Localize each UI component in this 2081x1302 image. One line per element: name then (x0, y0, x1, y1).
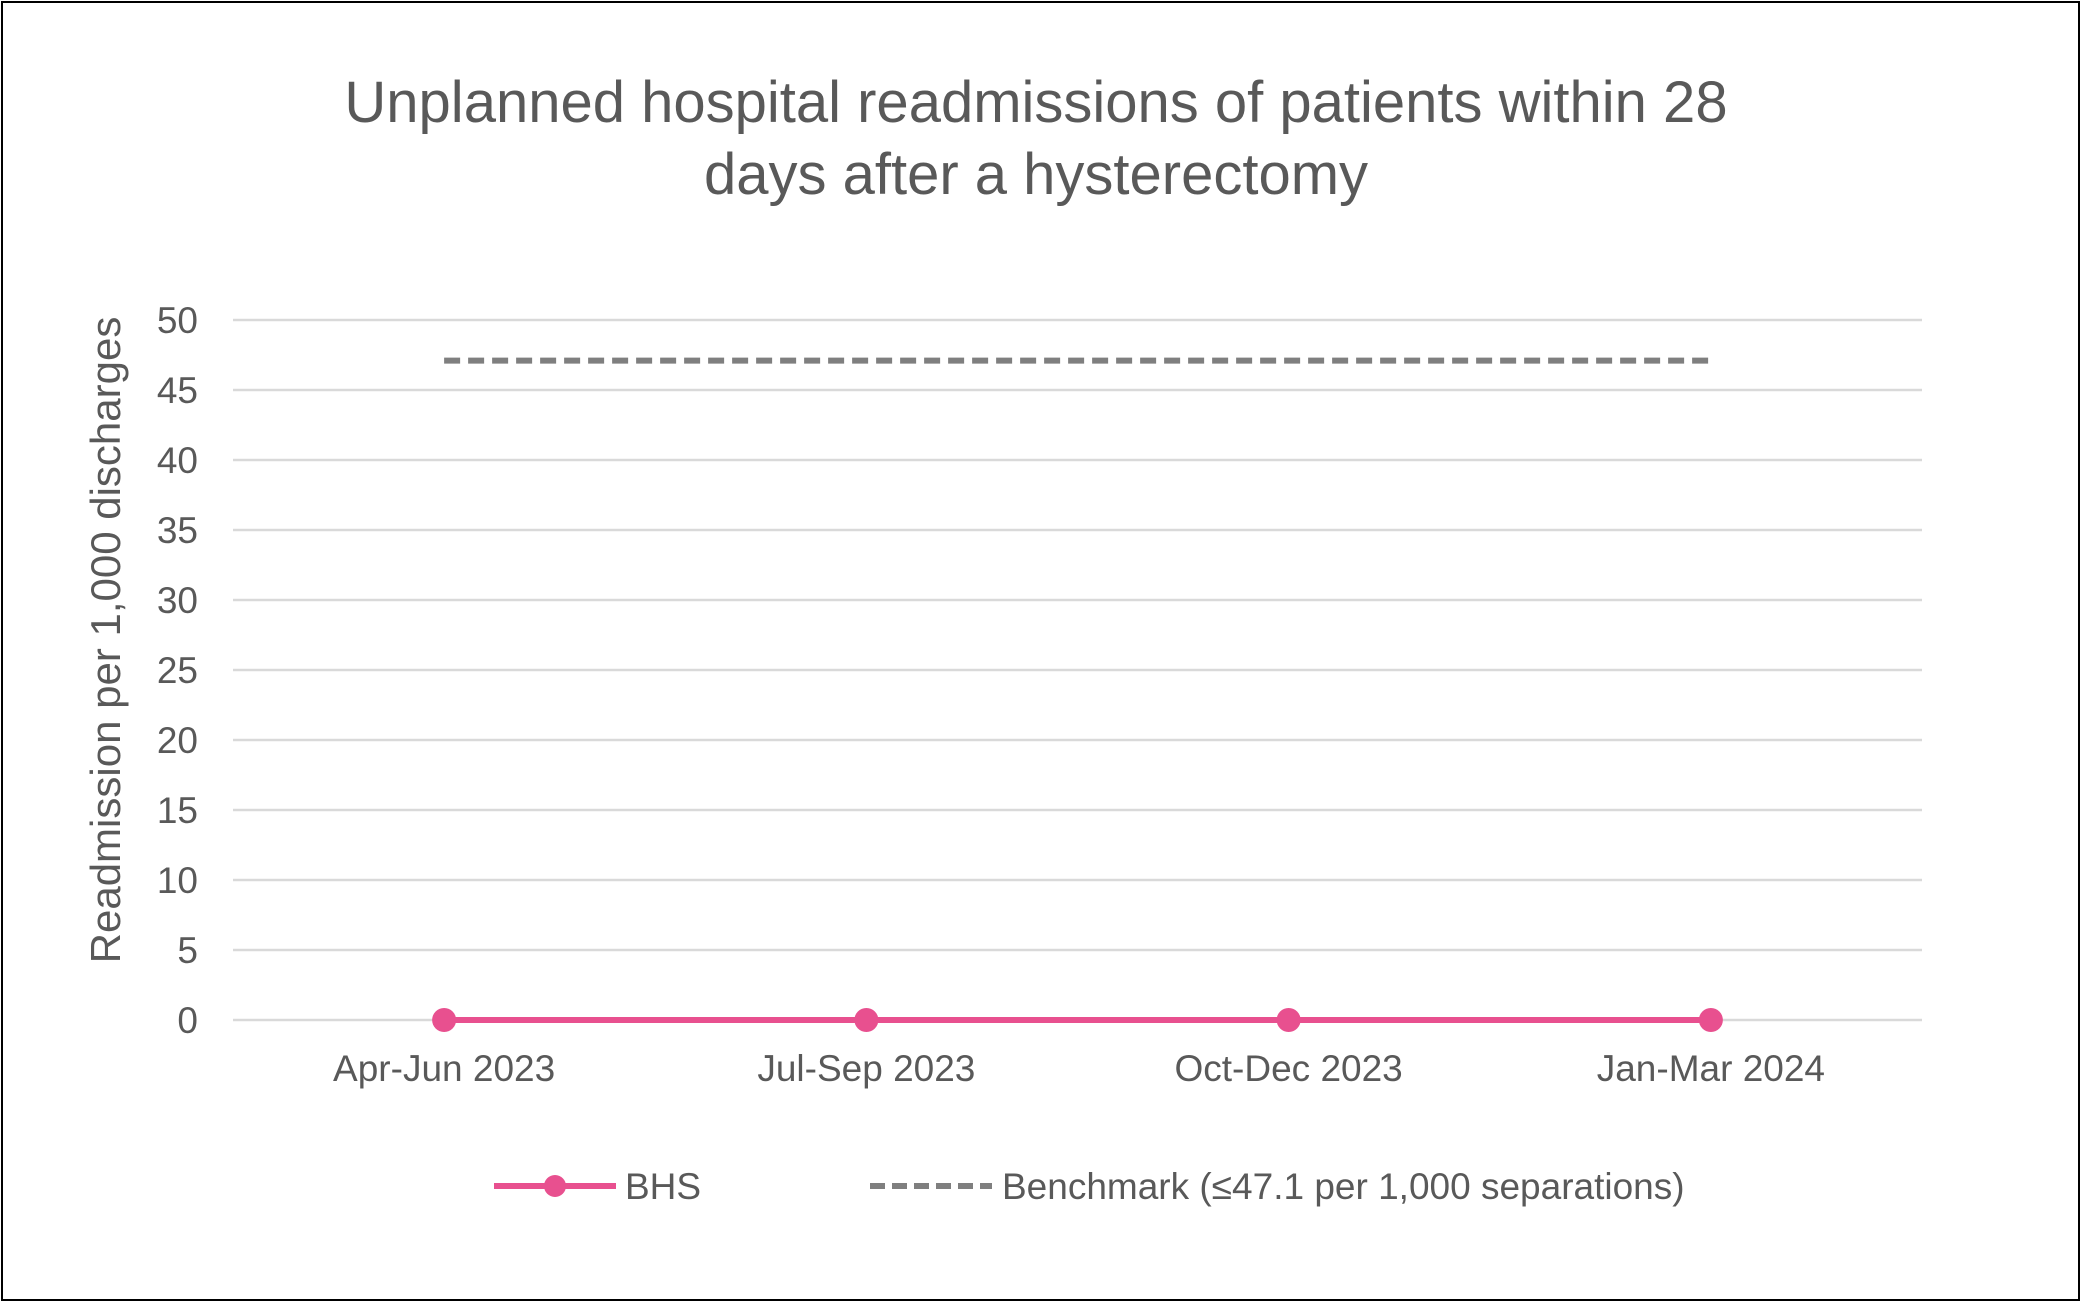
y-tick-label: 10 (157, 860, 198, 901)
chart-title-line-2: days after a hysterectomy (704, 142, 1368, 207)
x-tick-label: Jul-Sep 2023 (757, 1048, 975, 1089)
y-tick-label: 25 (157, 650, 198, 691)
y-tick-label: 50 (157, 300, 198, 341)
data-point-bhs-2 (1276, 1008, 1301, 1032)
y-tick-label: 15 (157, 790, 198, 831)
series-group (432, 357, 1723, 1032)
legend-benchmark-label: Benchmark (≤47.1 per 1,000 separations) (1002, 1166, 1685, 1207)
y-tick-label: 40 (157, 440, 198, 481)
gridlines (233, 318, 1922, 1022)
y-tick-label: 30 (157, 580, 198, 621)
y-tick-label: 5 (177, 930, 198, 971)
y-tick-label: 0 (177, 1000, 198, 1041)
legend: BHS Benchmark (≤47.1 per 1,000 separatio… (494, 1166, 1685, 1207)
data-point-bhs-1 (854, 1008, 879, 1032)
y-tick-label: 45 (157, 370, 198, 411)
legend-bhs-label: BHS (625, 1166, 701, 1207)
legend-bhs-marker (544, 1175, 566, 1197)
data-point-bhs-3 (1698, 1008, 1723, 1032)
y-tick-label: 35 (157, 510, 198, 551)
data-point-bhs-0 (432, 1008, 457, 1032)
y-tick-label: 20 (157, 720, 198, 761)
x-tick-label: Oct-Dec 2023 (1174, 1048, 1402, 1089)
x-axis-ticks: Apr-Jun 2023 Jul-Sep 2023 Oct-Dec 2023 Jan-… (333, 1048, 1825, 1089)
x-tick-label: Jan-Mar 2024 (1597, 1048, 1825, 1089)
x-tick-label: Apr-Jun 2023 (333, 1048, 555, 1089)
y-axis-ticks: 0 5 10 15 20 25 30 35 40 45 50 (157, 300, 198, 1041)
y-axis-title: Readmission per 1,000 discharges (82, 317, 129, 964)
chart-title-line-1: Unplanned hospital readmissions of patie… (344, 70, 1727, 135)
